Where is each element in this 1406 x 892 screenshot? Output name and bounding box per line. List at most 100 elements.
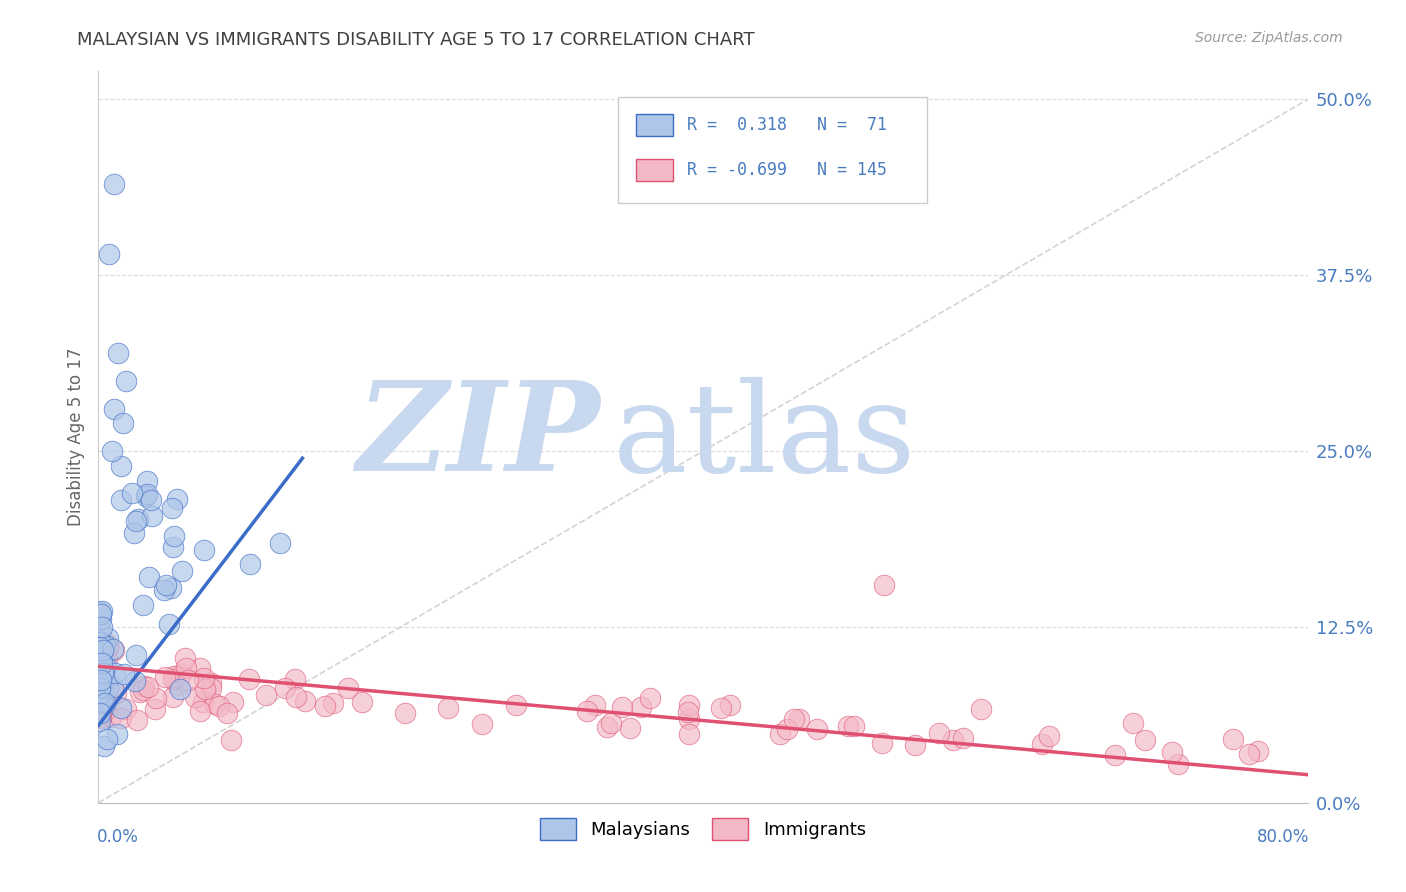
Point — [153, 669, 176, 683]
Point — [1104, 747, 1126, 762]
Point — [188, 661, 211, 675]
Point — [91, 676, 114, 690]
Point — [873, 578, 896, 592]
Point — [90, 683, 112, 698]
FancyBboxPatch shape — [619, 97, 927, 203]
Point — [104, 665, 127, 680]
Point — [94, 696, 117, 710]
Text: R =  0.318   N =  71: R = 0.318 N = 71 — [688, 116, 887, 134]
Point — [208, 698, 231, 713]
Point — [89, 605, 111, 619]
Point — [91, 667, 114, 681]
Point — [91, 669, 114, 683]
Point — [90, 651, 112, 665]
Text: Source: ZipAtlas.com: Source: ZipAtlas.com — [1195, 31, 1343, 45]
Point — [91, 656, 114, 670]
Text: R = -0.699   N = 145: R = -0.699 N = 145 — [688, 161, 887, 179]
Point — [91, 658, 114, 673]
Point — [125, 515, 148, 529]
Point — [89, 655, 111, 669]
Point — [89, 714, 111, 728]
Point — [91, 620, 114, 634]
Point — [1161, 746, 1184, 760]
Point — [101, 444, 124, 458]
Point — [160, 581, 183, 595]
Point — [89, 681, 111, 695]
Point — [294, 694, 316, 708]
Point — [110, 700, 132, 714]
Point — [91, 665, 114, 680]
Point — [141, 493, 163, 508]
Point — [89, 695, 111, 709]
Point — [89, 694, 111, 708]
Point — [91, 604, 114, 618]
Point — [94, 636, 117, 650]
Point — [125, 648, 148, 662]
Point — [215, 706, 238, 720]
Point — [124, 673, 146, 688]
Point — [188, 705, 211, 719]
Point — [90, 665, 112, 679]
Point — [89, 683, 111, 698]
Point — [596, 720, 619, 734]
Point — [174, 661, 197, 675]
Point — [90, 711, 112, 725]
Point — [842, 719, 865, 733]
Point — [904, 738, 927, 752]
Point — [90, 673, 112, 687]
Point — [90, 607, 112, 621]
Point — [337, 681, 360, 695]
Point — [1038, 729, 1060, 743]
Point — [103, 642, 125, 657]
Point — [200, 681, 222, 696]
Point — [91, 702, 114, 716]
Point — [145, 691, 167, 706]
Point — [284, 690, 307, 705]
Point — [89, 702, 111, 716]
Point — [89, 663, 111, 677]
Point — [91, 690, 114, 704]
Point — [91, 639, 114, 653]
Point — [166, 491, 188, 506]
Point — [93, 643, 115, 657]
Point — [91, 650, 114, 665]
Point — [193, 542, 215, 557]
Point — [184, 690, 207, 704]
Point — [89, 704, 111, 718]
Text: 80.0%: 80.0% — [1257, 829, 1309, 847]
Point — [91, 706, 114, 720]
Point — [90, 676, 112, 690]
Point — [91, 654, 114, 668]
Point — [89, 640, 111, 655]
Point — [94, 679, 117, 693]
Point — [129, 685, 152, 699]
Point — [221, 733, 243, 747]
Point — [97, 681, 120, 696]
Point — [718, 698, 741, 712]
Point — [169, 681, 191, 696]
Point — [162, 690, 184, 705]
Point — [194, 681, 217, 696]
Point — [152, 582, 174, 597]
Point — [135, 487, 157, 501]
Point — [90, 688, 112, 702]
Point — [114, 701, 136, 715]
Point — [89, 700, 111, 714]
Point — [191, 695, 214, 709]
Point — [505, 698, 527, 712]
Point — [1222, 732, 1244, 747]
Point — [576, 704, 599, 718]
Point — [952, 731, 974, 746]
Point — [221, 696, 243, 710]
Point — [127, 512, 149, 526]
Point — [163, 528, 186, 542]
Point — [678, 712, 700, 726]
Point — [89, 671, 111, 685]
Point — [110, 458, 132, 473]
Point — [143, 702, 166, 716]
Point — [322, 697, 344, 711]
Point — [96, 652, 118, 666]
Point — [619, 721, 641, 735]
Point — [352, 695, 374, 709]
Point — [600, 715, 623, 730]
